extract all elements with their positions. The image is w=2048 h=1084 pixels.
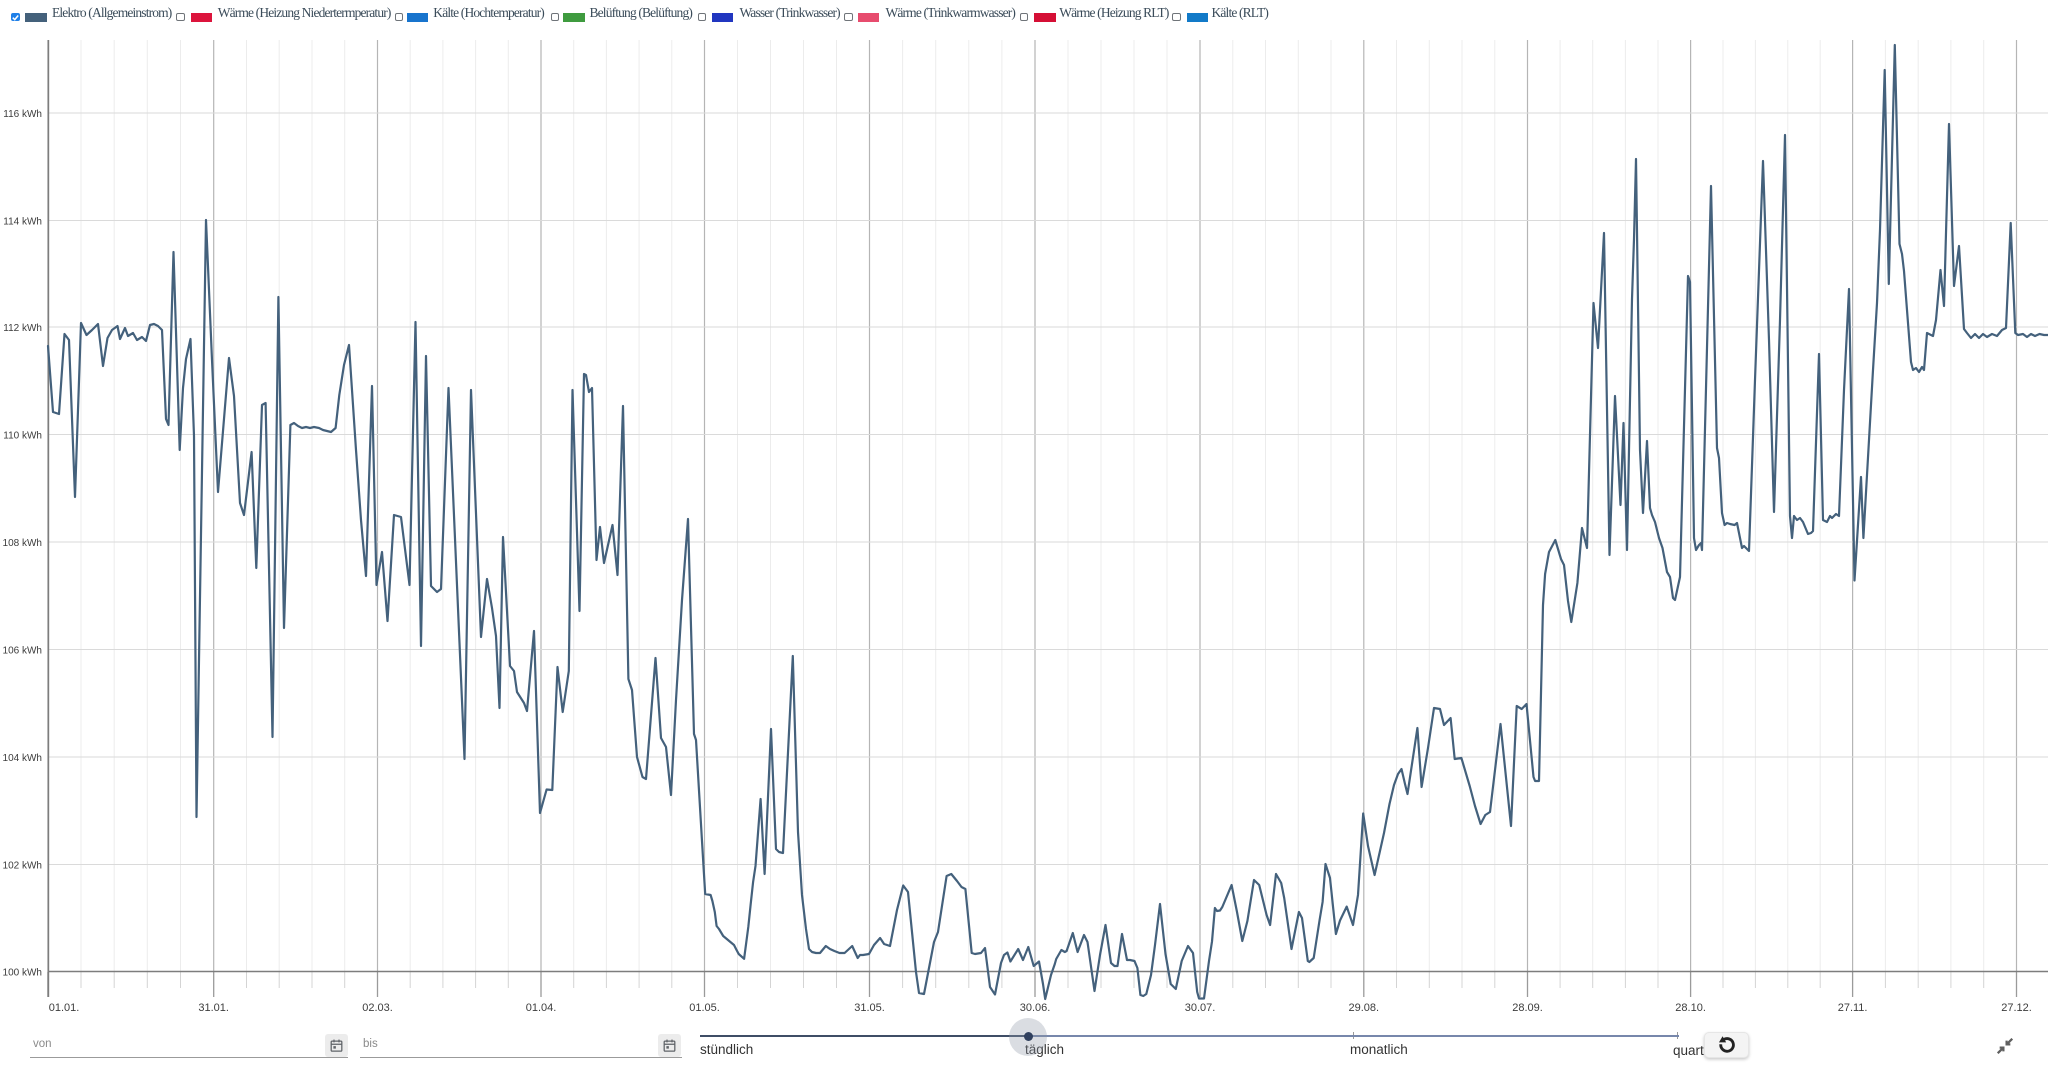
svg-text:27.12.: 27.12. [2001, 1002, 2032, 1014]
svg-text:29.08.: 29.08. [1349, 1002, 1380, 1014]
svg-text:30.07.: 30.07. [1185, 1002, 1216, 1014]
svg-text:27.11.: 27.11. [1838, 1002, 1868, 1014]
svg-text:30.06.: 30.06. [1020, 1002, 1051, 1014]
svg-text:31.05.: 31.05. [854, 1002, 885, 1014]
svg-text:112 kWh: 112 kWh [3, 323, 42, 334]
svg-text:104 kWh: 104 kWh [3, 753, 42, 764]
svg-text:114 kWh: 114 kWh [3, 216, 42, 227]
svg-text:108 kWh: 108 kWh [3, 538, 42, 549]
svg-text:116 kWh: 116 kWh [3, 109, 42, 120]
svg-text:106 kWh: 106 kWh [3, 645, 42, 656]
svg-text:102 kWh: 102 kWh [3, 860, 42, 871]
svg-text:28.09.: 28.09. [1512, 1002, 1543, 1014]
svg-text:01.01.: 01.01. [49, 1002, 80, 1014]
svg-text:01.05.: 01.05. [689, 1002, 720, 1014]
svg-text:100 kWh: 100 kWh [3, 967, 42, 978]
svg-text:02.03.: 02.03. [362, 1002, 393, 1014]
svg-text:01.04.: 01.04. [526, 1002, 557, 1014]
svg-text:28.10.: 28.10. [1675, 1002, 1706, 1014]
svg-text:31.01.: 31.01. [198, 1002, 229, 1014]
svg-text:110 kWh: 110 kWh [3, 430, 42, 441]
